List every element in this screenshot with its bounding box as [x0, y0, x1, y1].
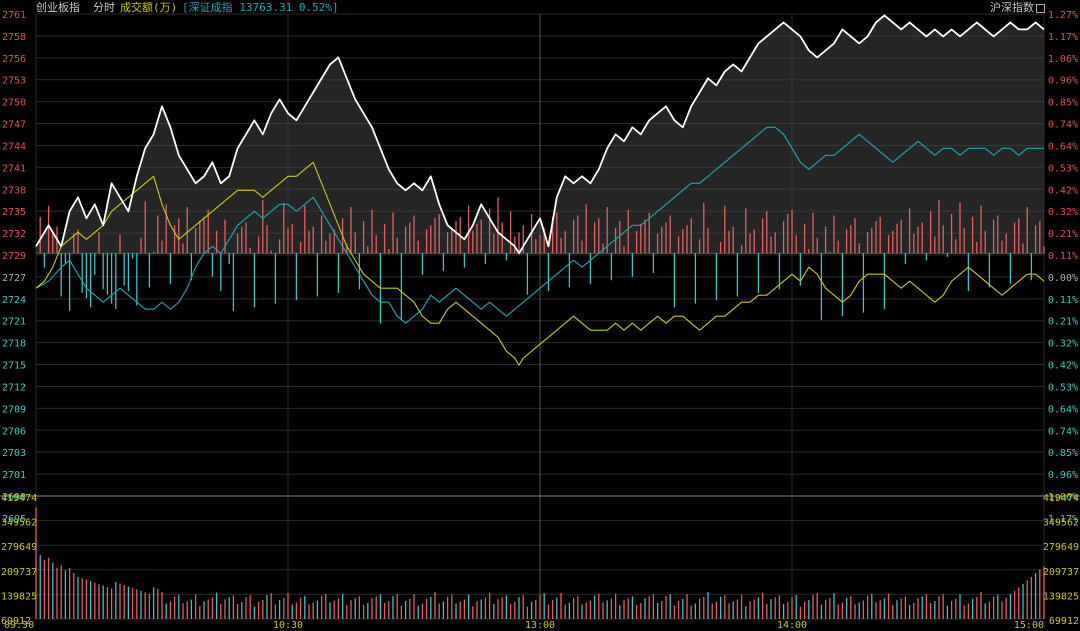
volume-tick-label: 419474 — [1043, 493, 1079, 504]
volume-tick-label: 69912 — [1049, 616, 1079, 627]
grid — [0, 13, 1080, 620]
price-tick-label: 2738 — [2, 185, 26, 196]
pct-tick-label: 0.42% — [1048, 361, 1078, 372]
time-tick-label: 13:00 — [525, 620, 555, 631]
volume-tick-label: 209737 — [1043, 567, 1079, 578]
pct-tick-label: 0.42% — [1048, 185, 1078, 196]
pct-tick-label: 0.00% — [1048, 273, 1078, 284]
pct-tick-label: 0.53% — [1048, 382, 1078, 393]
price-tick-label: 2718 — [2, 339, 26, 350]
compare-label: [深证成指 13763.31 0.52%] — [182, 1, 339, 14]
price-tick-label: 2698 — [2, 492, 26, 503]
dropdown-icon[interactable] — [1036, 3, 1045, 13]
volume-tick-label: 209737 — [1, 567, 37, 578]
overlay-label: 沪深指数 — [990, 1, 1034, 14]
pct-tick-label: 0.85% — [1048, 448, 1078, 459]
time-tick-label: 09:30 — [4, 620, 34, 631]
price-tick-label: 2732 — [2, 229, 26, 240]
series-lines — [35, 14, 1045, 366]
breadth-bars — [39, 197, 1045, 324]
pct-tick-label: 0.64% — [1048, 404, 1078, 415]
pct-tick-label: 1.27% — [1048, 10, 1078, 21]
price-tick-label: 2727 — [2, 273, 26, 284]
pct-tick-label: 1.17% — [1048, 514, 1078, 525]
time-tick-label: 14:00 — [777, 620, 807, 631]
price-tick-label: 2715 — [2, 361, 26, 372]
volume-tick-label: 279649 — [1, 542, 37, 553]
pct-tick-label: 0.64% — [1048, 141, 1078, 152]
price-tick-label: 2729 — [2, 251, 26, 262]
pct-tick-label: 0.32% — [1048, 207, 1078, 218]
volume-tick-label: 349562 — [1, 518, 37, 529]
time-tick-label: 15:00 — [1014, 620, 1044, 631]
price-tick-label: 2747 — [2, 120, 26, 131]
price-area-fill — [36, 15, 1044, 254]
price-line — [35, 14, 1045, 255]
price-tick-label: 2706 — [2, 426, 26, 437]
price-tick-label: 2709 — [2, 404, 26, 415]
price-tick-label: 2744 — [2, 141, 26, 152]
volume-tick-label: 139825 — [1, 591, 37, 602]
pct-tick-label: 1.17% — [1048, 32, 1078, 43]
pct-tick-label: 0.96% — [1048, 76, 1078, 87]
pct-tick-label: 0.11% — [1048, 295, 1078, 306]
price-tick-label: 2756 — [2, 54, 26, 65]
indicator-label[interactable]: 成交额(万) — [120, 1, 178, 14]
price-tick-label: 2750 — [2, 98, 26, 109]
price-area — [36, 15, 1044, 254]
price-tick-label: 2724 — [2, 295, 26, 306]
price-tick-label: 2761 — [2, 10, 26, 21]
price-tick-label: 2721 — [2, 317, 26, 328]
index-name: 创业板指 — [36, 1, 80, 14]
pct-tick-label: 0.85% — [1048, 98, 1078, 109]
price-tick-label: 2712 — [2, 382, 26, 393]
pct-tick-label: 0.21% — [1048, 229, 1078, 240]
price-tick-label: 2701 — [2, 470, 26, 481]
pct-tick-label: 0.74% — [1048, 120, 1078, 131]
pct-tick-label: 0.21% — [1048, 317, 1078, 328]
volume-tick-label: 419474 — [1, 493, 37, 504]
price-tick-label: 2753 — [2, 76, 26, 87]
axes: 2761 2758 2756 2753 2750 2747 2744 2741 2738 2735… — [1, 10, 1079, 631]
volume-tick-label: 69912 — [1, 616, 31, 627]
pct-tick-label: 1.06% — [1048, 492, 1078, 503]
pct-tick-label: 0.11% — [1048, 251, 1078, 262]
volume-tick-label: 279649 — [1043, 542, 1079, 553]
compare-line — [35, 126, 1044, 324]
volume-tick-label: 139825 — [1043, 591, 1079, 602]
price-tick-label: 2703 — [2, 448, 26, 459]
pct-tick-label: 1.06% — [1048, 54, 1078, 65]
time-tick-label: 10:30 — [273, 620, 303, 631]
pct-tick-label: 0.74% — [1048, 426, 1078, 437]
pct-tick-label: 0.96% — [1048, 470, 1078, 481]
price-tick-label: 2695 — [2, 514, 26, 525]
average-line — [35, 161, 1045, 366]
overlay-selector[interactable]: 沪深指数 — [990, 1, 1045, 15]
pct-tick-label: 0.32% — [1048, 339, 1078, 350]
volume-bars — [35, 507, 1045, 619]
pct-tick-label: 0.53% — [1048, 163, 1078, 174]
period-label[interactable]: 分时 — [93, 1, 115, 14]
price-tick-label: 2758 — [2, 32, 26, 43]
volume-tick-label: 349562 — [1043, 518, 1079, 529]
price-tick-label: 2735 — [2, 207, 26, 218]
price-tick-label: 2741 — [2, 163, 26, 174]
